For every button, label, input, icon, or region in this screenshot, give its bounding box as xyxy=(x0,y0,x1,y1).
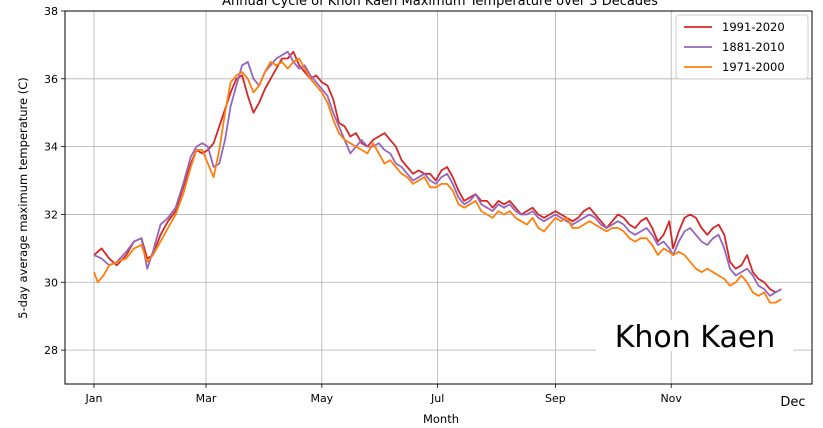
plot-frame xyxy=(64,10,813,385)
legend-label: 1881-2010 xyxy=(722,40,785,54)
x-tick-label: Jan xyxy=(85,392,103,405)
legend-label: 1971-2000 xyxy=(722,60,785,74)
x-axis-ticks: Jan Mar May Jul Sep Nov xyxy=(85,384,682,405)
legend-label: 1991-2020 xyxy=(722,20,785,34)
chart-title: Annual Cycle of Khon Kaen Maximum Temper… xyxy=(222,0,658,9)
legend-box xyxy=(675,14,809,80)
series-line-1881-2010 xyxy=(93,50,782,297)
series-line-1971-2000 xyxy=(93,57,782,304)
y-tick-label: 34 xyxy=(44,141,58,154)
x-tick-label: May xyxy=(310,392,333,405)
city-annotation: Khon Kaen xyxy=(615,320,776,355)
y-axis-label: 5-day average maximum temperature (C) xyxy=(16,77,30,319)
x-tick-label: Mar xyxy=(196,392,217,405)
y-tick-label: 28 xyxy=(44,344,58,357)
legend: 1991-2020 1881-2010 1971-2000 xyxy=(675,14,809,80)
x-axis-label: Month xyxy=(423,412,459,426)
y-tick-label: 38 xyxy=(44,5,58,18)
y-axis-ticks: 28 30 32 34 36 38 xyxy=(44,5,65,357)
x-tick-label: Jul xyxy=(430,392,444,405)
series-lines xyxy=(93,50,782,304)
y-tick-label: 32 xyxy=(44,208,58,221)
annotation-box xyxy=(596,320,793,351)
x-tick-label: Sep xyxy=(545,392,566,405)
y-tick-label: 36 xyxy=(44,73,58,86)
dec-label: Dec xyxy=(780,395,805,410)
x-tick-label: Nov xyxy=(660,392,682,405)
y-tick-label: 30 xyxy=(44,276,58,289)
